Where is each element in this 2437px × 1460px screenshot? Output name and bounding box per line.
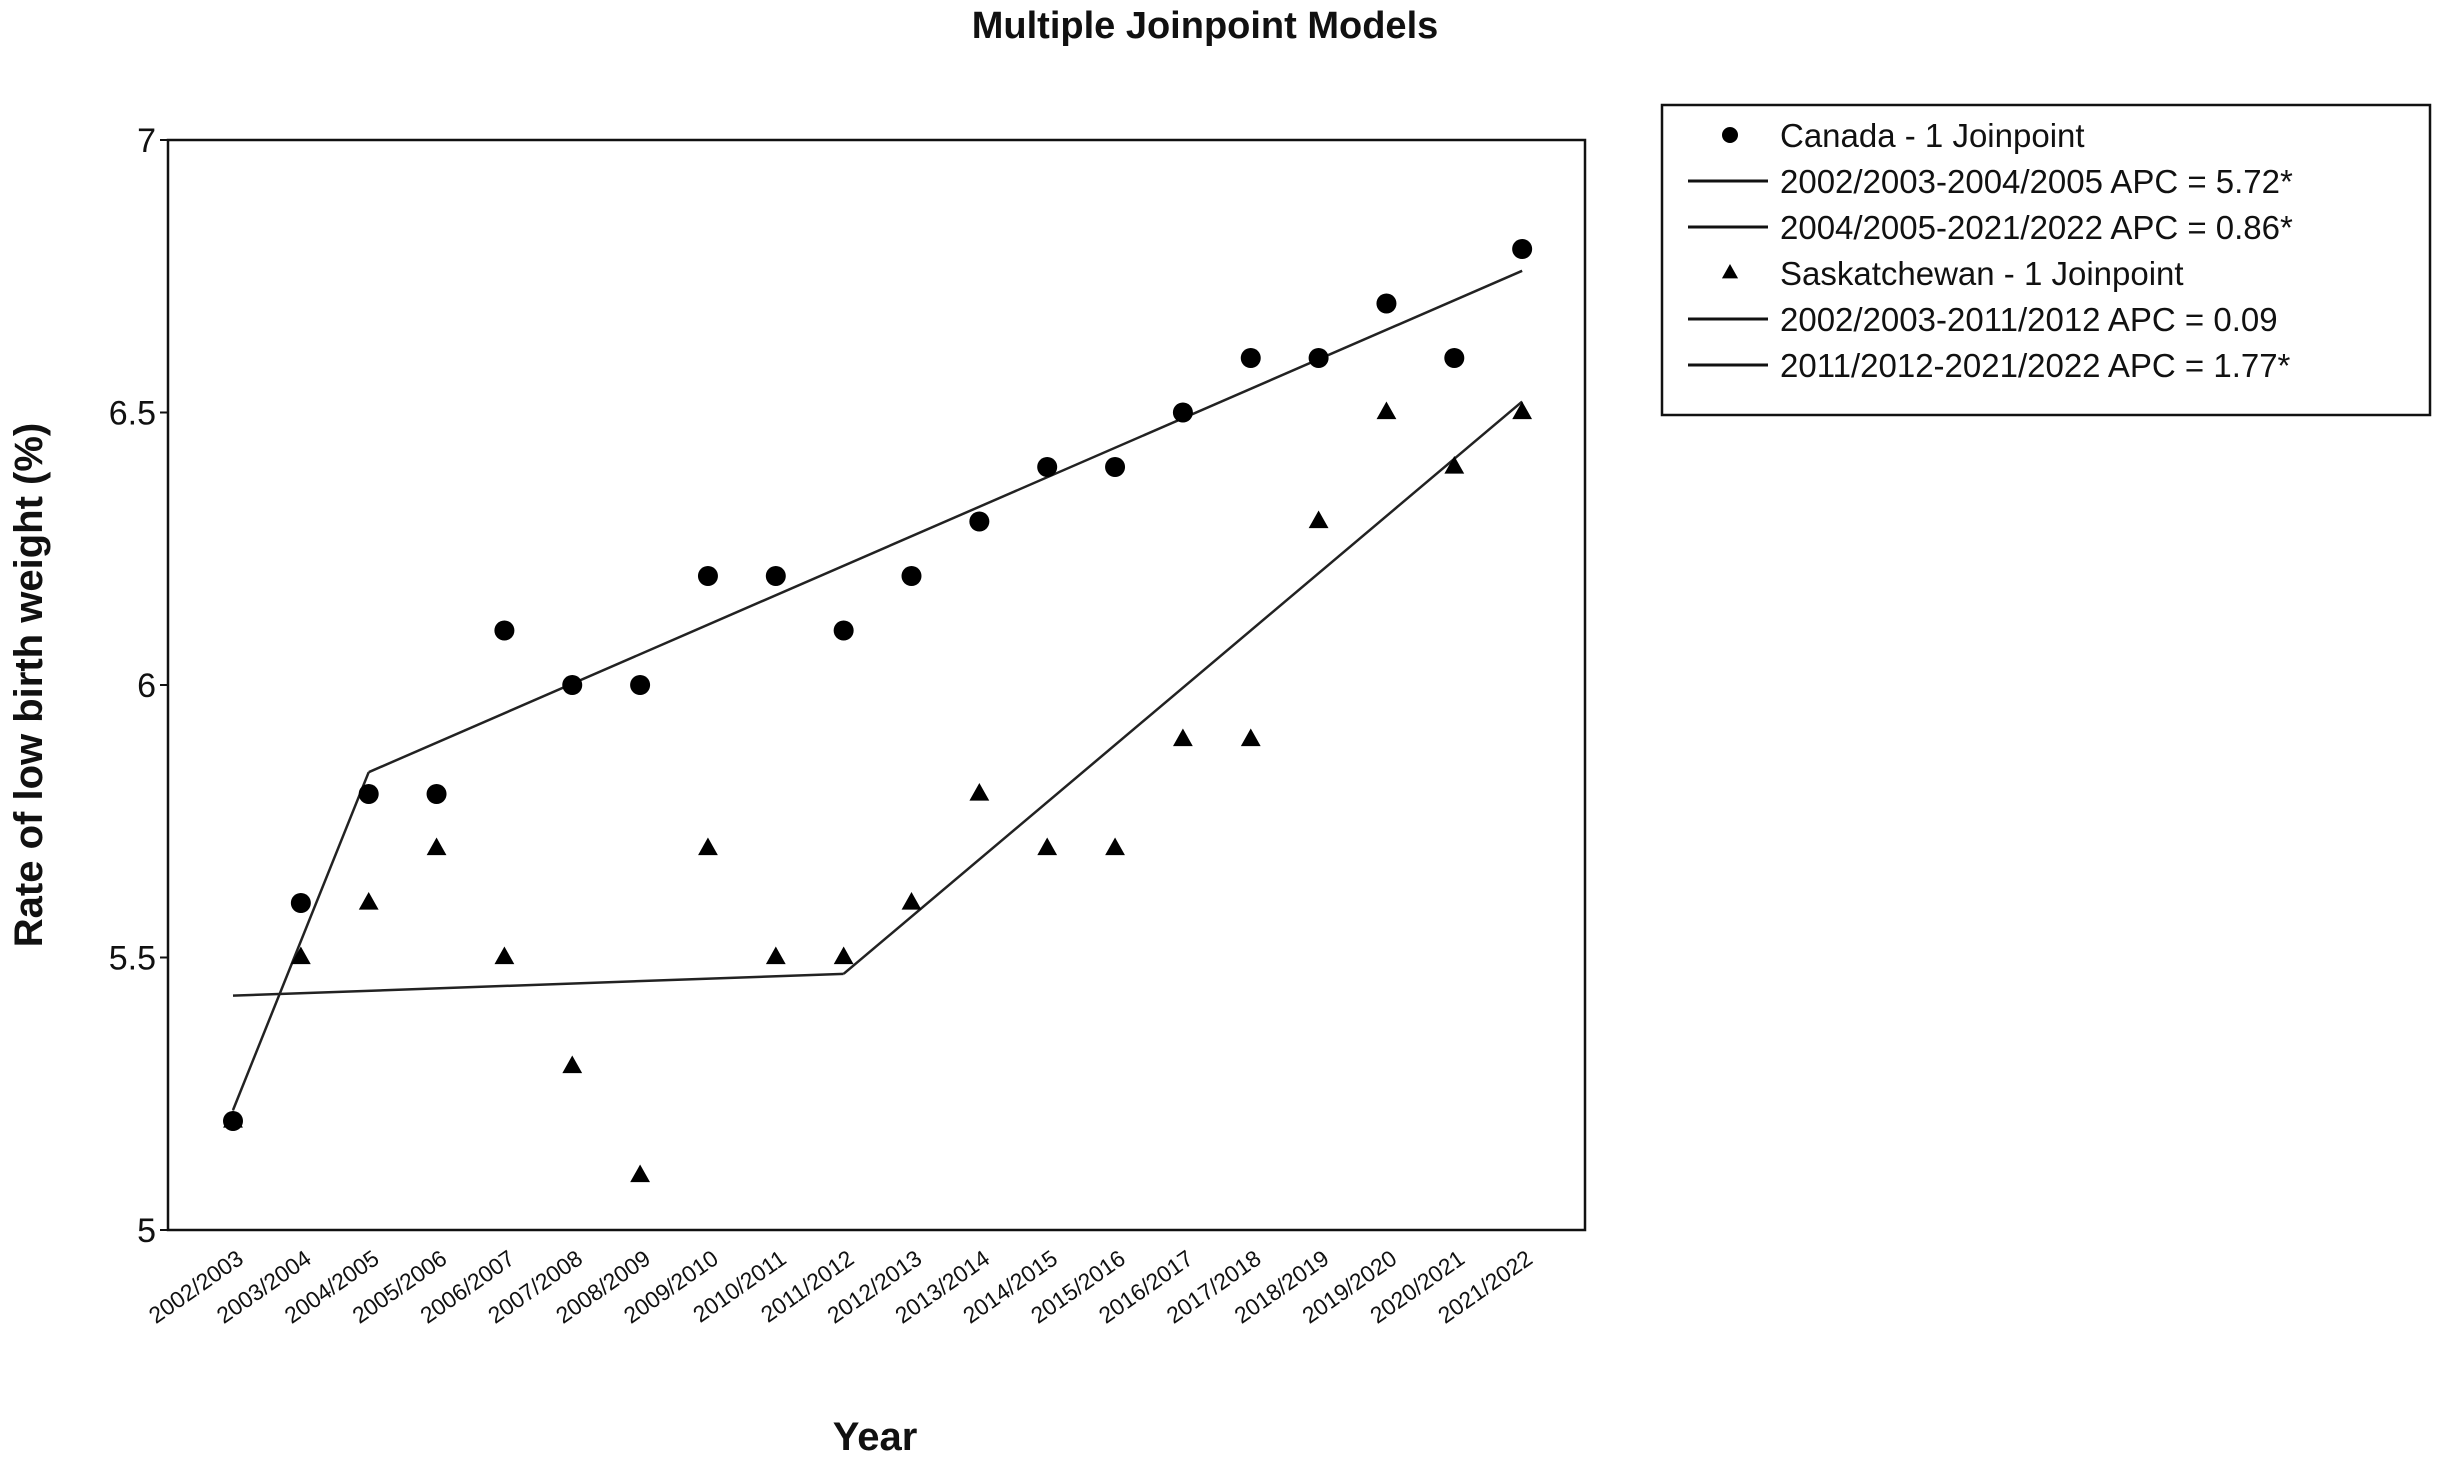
canada-point: [901, 566, 922, 586]
canada-point: [494, 620, 515, 641]
canada-point: [1105, 457, 1126, 477]
canada-point: [562, 675, 583, 695]
canada-point: [1172, 402, 1193, 423]
saskatchewan-point: [630, 1164, 650, 1183]
canada-point: [1444, 348, 1465, 368]
legend-label: 2004/2005-2021/2022 APC = 0.86*: [1780, 209, 2293, 246]
x-axis-title: Year: [833, 1415, 918, 1459]
canada-point: [358, 784, 379, 804]
trend-line: [231, 771, 370, 1111]
legend-label: Saskatchewan - 1 Joinpoint: [1780, 255, 2184, 292]
trend-lines: [231, 269, 1523, 1111]
legend: Canada - 1 Joinpoint 2002/2003-2004/2005 …: [1660, 103, 2432, 417]
legend-label: 2011/2012-2021/2022 APC = 1.77*: [1780, 347, 2291, 384]
trend-line: [368, 269, 1523, 774]
canada-point: [1376, 293, 1397, 314]
legend-label: 2002/2003-2004/2005 APC = 5.72*: [1780, 163, 2293, 200]
plot-frame: [166, 138, 1587, 1232]
saskatchewan-point: [1173, 728, 1193, 747]
saskatchewan-point: [833, 946, 854, 965]
legend-items: Canada - 1 Joinpoint 2002/2003-2004/2005 …: [1688, 117, 2293, 384]
saskatchewan-point: [901, 892, 922, 910]
y-tick-label: 5: [137, 1212, 156, 1250]
canada-point: [833, 620, 854, 641]
legend-circle-marker: [1722, 127, 1738, 143]
saskatchewan-point: [1105, 837, 1125, 856]
canada-point: [697, 566, 718, 586]
saskatchewan-point: [426, 837, 447, 856]
saskatchewan-point: [969, 783, 990, 801]
x-axis-ticks: 2002/20032003/20042004/20052005/20062006…: [144, 1245, 1537, 1329]
canada-point: [969, 511, 990, 532]
saskatchewan-point: [1037, 837, 1058, 856]
y-tick-label: 6.5: [109, 395, 156, 433]
saskatchewan-point: [494, 946, 515, 965]
saskatchewan-point: [1308, 510, 1329, 529]
saskatchewan-point: [562, 1055, 583, 1074]
legend-label: Canada - 1 Joinpoint: [1780, 117, 2085, 154]
canada-point: [1308, 348, 1329, 368]
chart-title: Multiple Joinpoint Models: [972, 5, 1439, 47]
canada-point: [1037, 457, 1058, 477]
trend-line: [842, 400, 1523, 975]
legend-frame: [1660, 103, 2432, 417]
canada-point: [1512, 239, 1533, 259]
legend-triangle-marker: [1721, 264, 1739, 279]
canada-point: [630, 675, 651, 695]
saskatchewan-point: [1444, 456, 1465, 474]
canada-point: [290, 893, 311, 913]
saskatchewan-point: [1376, 401, 1397, 420]
data-markers: [223, 239, 1533, 1183]
y-tick-label: 6: [137, 667, 156, 705]
saskatchewan-point: [1512, 401, 1533, 420]
saskatchewan-point: [698, 837, 718, 856]
saskatchewan-point: [765, 946, 786, 965]
y-axis-ticks: 5 5.5 6 6.5 7: [109, 122, 168, 1250]
saskatchewan-point: [358, 892, 379, 910]
saskatchewan-point: [223, 1110, 243, 1128]
y-tick-label: 7: [137, 122, 156, 160]
trend-line: [232, 972, 844, 997]
canada-point: [1240, 348, 1261, 368]
canada-point: [426, 784, 447, 804]
legend-label: 2002/2003-2011/2012 APC = 0.09: [1780, 301, 2278, 338]
saskatchewan-point: [1240, 728, 1261, 747]
saskatchewan-point: [290, 946, 311, 965]
canada-point: [765, 566, 786, 586]
y-tick-label: 5.5: [109, 940, 156, 978]
y-axis-title: Rate of low birth weight (%): [7, 423, 51, 947]
